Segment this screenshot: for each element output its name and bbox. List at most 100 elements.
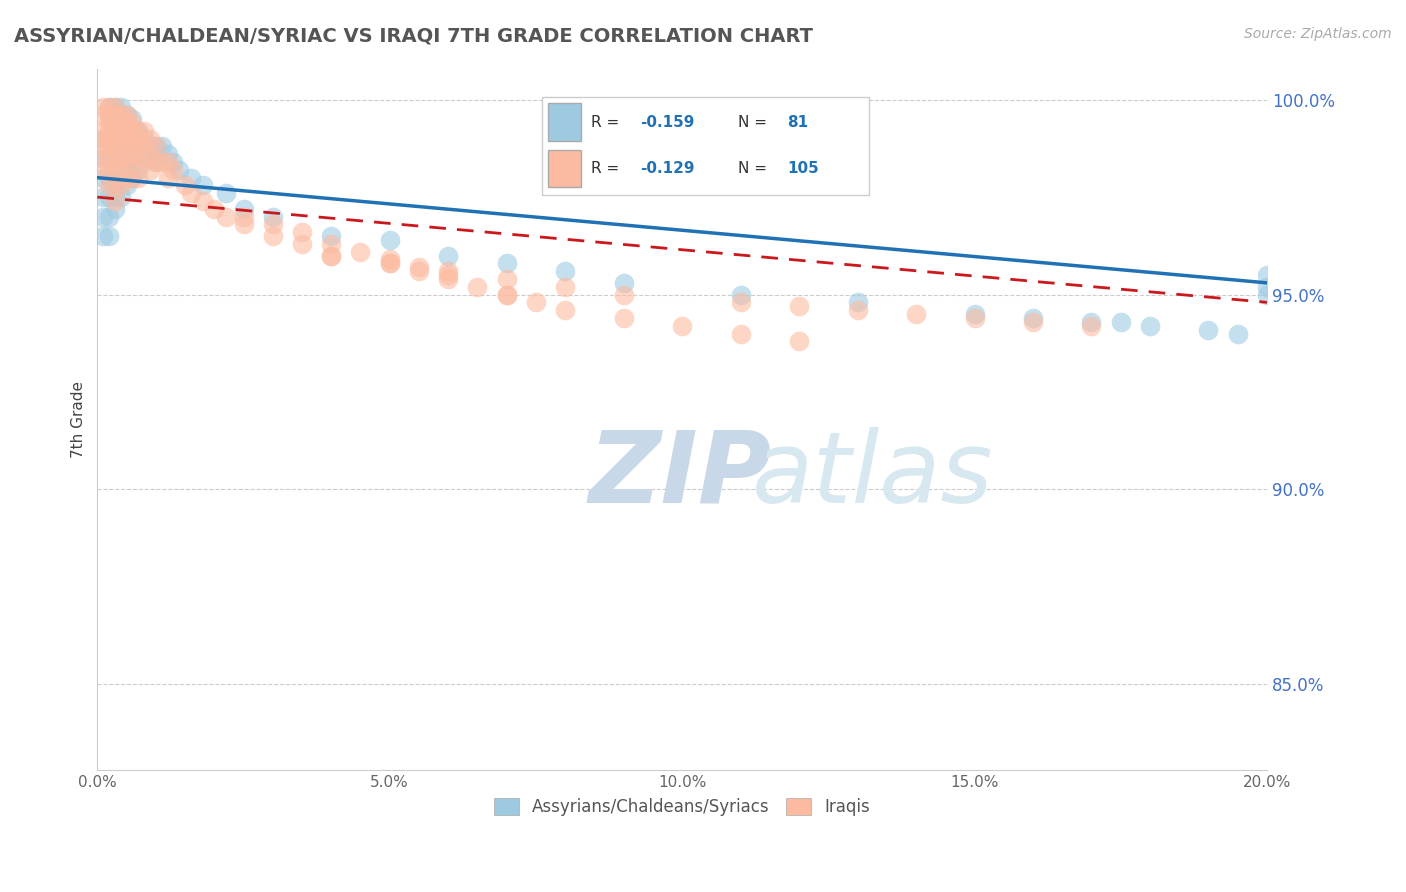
Point [121, 131, 143, 145]
Point [98, 131, 121, 145]
Point [1022, 315, 1045, 329]
Point [110, 162, 132, 177]
Point [215, 210, 238, 224]
Point [115, 170, 138, 185]
Point [98, 210, 121, 224]
Point [91, 229, 114, 244]
Point [162, 162, 184, 177]
Point [905, 307, 928, 321]
Point [127, 124, 149, 138]
Point [730, 326, 752, 341]
Point [495, 287, 517, 301]
Point [150, 139, 173, 153]
Point [91, 170, 114, 185]
Point [104, 116, 127, 130]
Point [91, 131, 114, 145]
Point [121, 139, 143, 153]
Point [104, 194, 127, 208]
Point [110, 116, 132, 130]
Point [174, 178, 197, 193]
Point [110, 139, 132, 153]
Point [156, 147, 179, 161]
Point [121, 139, 143, 153]
Point [115, 151, 138, 165]
Point [524, 295, 547, 310]
Point [1256, 268, 1278, 282]
Point [110, 151, 132, 165]
Point [110, 112, 132, 127]
Point [91, 124, 114, 138]
Point [139, 151, 162, 165]
Point [91, 108, 114, 122]
Point [98, 190, 121, 204]
Point [730, 287, 752, 301]
Point [127, 139, 149, 153]
Point [91, 210, 114, 224]
Point [115, 178, 138, 193]
Point [91, 139, 114, 153]
Point [110, 131, 132, 145]
Point [127, 124, 149, 138]
Point [104, 139, 127, 153]
Point [98, 131, 121, 145]
Point [145, 155, 167, 169]
Point [349, 244, 371, 259]
Point [215, 186, 238, 201]
Point [134, 124, 156, 138]
Point [91, 151, 114, 165]
Point [115, 162, 138, 177]
Point [408, 264, 430, 278]
Point [98, 124, 121, 138]
Point [437, 272, 460, 286]
Point [291, 225, 314, 239]
Point [104, 124, 127, 138]
Point [104, 202, 127, 216]
Point [104, 108, 127, 122]
Point [110, 151, 132, 165]
Point [110, 101, 132, 115]
Point [115, 124, 138, 138]
Point [91, 101, 114, 115]
Point [1256, 279, 1278, 293]
Point [134, 147, 156, 161]
Point [1256, 287, 1278, 301]
Text: ZIP: ZIP [589, 427, 772, 524]
Point [613, 287, 636, 301]
Point [180, 186, 202, 201]
Point [98, 116, 121, 130]
Point [115, 116, 138, 130]
Point [613, 310, 636, 325]
Point [98, 151, 121, 165]
Point [115, 139, 138, 153]
Point [191, 194, 214, 208]
Point [115, 108, 138, 122]
Point [115, 131, 138, 145]
Point [110, 108, 132, 122]
Point [180, 170, 202, 185]
Legend: Assyrians/Chaldeans/Syriacs, Iraqis: Assyrians/Chaldeans/Syriacs, Iraqis [485, 790, 879, 825]
Point [321, 249, 343, 263]
Point [104, 131, 127, 145]
Point [91, 151, 114, 165]
Point [291, 236, 314, 251]
Point [104, 162, 127, 177]
Point [91, 190, 114, 204]
Point [232, 218, 254, 232]
Point [495, 256, 517, 270]
Point [115, 151, 138, 165]
Point [191, 178, 214, 193]
Point [115, 120, 138, 134]
Point [321, 229, 343, 244]
Point [321, 249, 343, 263]
Point [232, 202, 254, 216]
Point [98, 162, 121, 177]
Point [846, 295, 869, 310]
Point [262, 210, 284, 224]
Point [156, 155, 179, 169]
Point [232, 210, 254, 224]
Point [110, 139, 132, 153]
Point [121, 131, 143, 145]
Point [115, 131, 138, 145]
Point [98, 229, 121, 244]
Point [1197, 323, 1219, 337]
